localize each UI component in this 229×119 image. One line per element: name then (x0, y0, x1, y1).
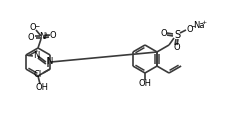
Text: N: N (46, 57, 52, 67)
Text: O: O (159, 30, 166, 39)
Text: OH: OH (138, 79, 151, 89)
Text: Cl: Cl (34, 70, 42, 79)
Text: +: + (43, 32, 48, 37)
Text: N: N (33, 52, 39, 60)
Text: Na: Na (192, 22, 204, 30)
Text: O: O (172, 44, 179, 52)
Text: O: O (185, 25, 192, 34)
Text: N: N (39, 32, 45, 41)
Text: O: O (27, 32, 34, 42)
Text: OH: OH (35, 82, 48, 92)
Text: O: O (49, 30, 56, 40)
Text: −: − (34, 23, 39, 28)
Text: S: S (173, 30, 179, 40)
Text: −: − (190, 23, 195, 28)
Text: O: O (30, 23, 36, 32)
Text: +: + (201, 20, 206, 25)
